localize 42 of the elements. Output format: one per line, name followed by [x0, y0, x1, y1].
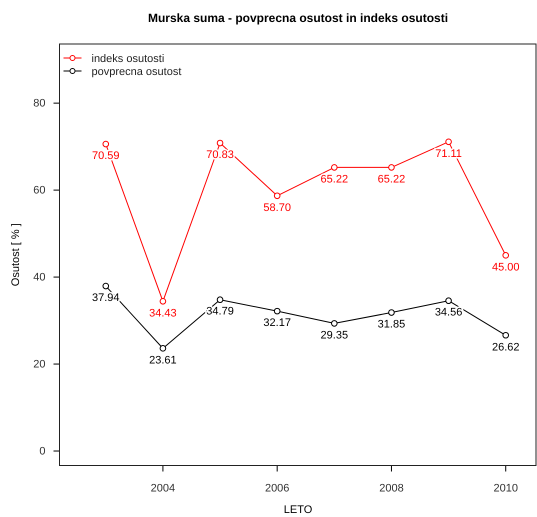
point: [331, 320, 338, 327]
point: [102, 140, 110, 148]
point: [274, 192, 280, 200]
point: [388, 309, 395, 316]
x-tick-label: 2010: [493, 482, 518, 494]
point: [216, 140, 224, 146]
data-label: 65.22: [320, 173, 348, 186]
point: [445, 138, 452, 146]
point: [274, 308, 280, 314]
point: [216, 296, 224, 304]
y-axis-title: Osutost [ % ]: [10, 223, 22, 286]
point: [445, 297, 452, 304]
data-label: 65.22: [378, 173, 406, 186]
y-tick-label: 80: [33, 98, 46, 110]
data-label: 34.43: [149, 307, 177, 320]
point: [502, 332, 510, 339]
data-label: 32.17: [263, 317, 291, 330]
data-label: 29.35: [320, 329, 348, 342]
x-tick-label: 2006: [264, 482, 290, 494]
chart-title: Murska suma - povprecna osutost in indeks osutosti: [148, 11, 448, 25]
x-tick-label: 2004: [150, 482, 176, 494]
y-tick-label: 60: [33, 184, 46, 197]
data-label: 26.62: [492, 341, 520, 354]
y-tick-label: 40: [33, 272, 46, 284]
legend-label: indeks osutosti: [92, 53, 164, 65]
data-label: 34.56: [434, 306, 462, 319]
point: [160, 298, 166, 305]
y-tick-label: 0: [39, 446, 46, 458]
point: [102, 282, 110, 290]
point: [160, 345, 166, 352]
data-label: 23.61: [149, 354, 177, 366]
point: [331, 164, 338, 171]
point: [388, 164, 395, 171]
data-label: 58.70: [263, 202, 291, 214]
data-label: 31.85: [378, 318, 406, 331]
x-axis-title: LETO: [284, 504, 313, 516]
data-label: 45.00: [492, 261, 520, 274]
y-tick-label: 20: [33, 358, 46, 371]
data-label: 34.79: [206, 306, 234, 318]
point: [502, 252, 510, 259]
x-tick-label: 2008: [379, 482, 404, 494]
legend-label: povprecna osutost: [92, 66, 182, 78]
